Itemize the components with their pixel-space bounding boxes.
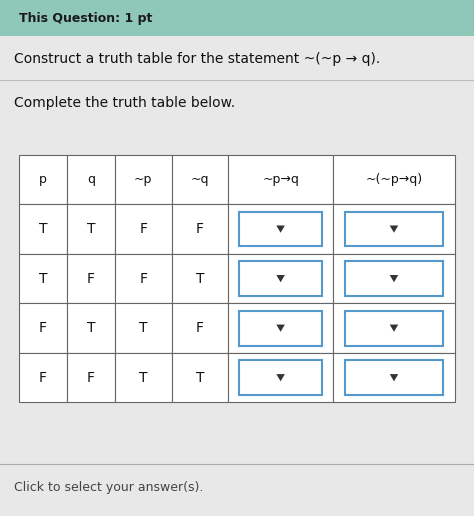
Bar xyxy=(172,155,228,204)
Bar xyxy=(19,155,67,204)
Text: T: T xyxy=(139,321,147,335)
Text: p: p xyxy=(39,173,47,186)
Bar xyxy=(345,261,443,296)
Text: F: F xyxy=(196,321,204,335)
Text: T: T xyxy=(196,271,204,286)
Text: Construct a truth table for the statement ~(~p → q).: Construct a truth table for the statemen… xyxy=(14,52,381,67)
Bar xyxy=(345,212,443,247)
Text: This Question: 1 pt: This Question: 1 pt xyxy=(19,11,152,25)
Polygon shape xyxy=(390,225,398,233)
Bar xyxy=(228,204,333,254)
Polygon shape xyxy=(276,275,285,282)
Bar xyxy=(115,303,172,353)
Text: F: F xyxy=(39,321,47,335)
Bar xyxy=(115,353,172,402)
Text: T: T xyxy=(196,370,204,385)
Bar xyxy=(333,303,455,353)
Text: q: q xyxy=(87,173,95,186)
Text: F: F xyxy=(87,271,95,286)
Bar xyxy=(228,254,333,303)
Polygon shape xyxy=(276,225,285,233)
Text: T: T xyxy=(87,321,95,335)
Bar xyxy=(67,254,115,303)
Text: ~p→q: ~p→q xyxy=(262,173,299,186)
Text: T: T xyxy=(139,370,147,385)
Bar xyxy=(333,353,455,402)
Bar xyxy=(19,254,67,303)
Bar xyxy=(239,360,322,395)
Text: T: T xyxy=(39,271,47,286)
Text: ~q: ~q xyxy=(191,173,209,186)
Bar xyxy=(172,254,228,303)
Text: ~p: ~p xyxy=(134,173,153,186)
Text: F: F xyxy=(87,370,95,385)
Polygon shape xyxy=(276,374,285,381)
Bar xyxy=(333,155,455,204)
Bar xyxy=(345,360,443,395)
Text: F: F xyxy=(196,222,204,236)
Bar xyxy=(67,303,115,353)
Text: F: F xyxy=(139,222,147,236)
Bar xyxy=(19,204,67,254)
Text: Click to select your answer(s).: Click to select your answer(s). xyxy=(14,481,204,494)
Polygon shape xyxy=(276,325,285,332)
Bar xyxy=(228,353,333,402)
Bar xyxy=(115,254,172,303)
Bar xyxy=(228,155,333,204)
Bar xyxy=(19,303,67,353)
Bar xyxy=(228,303,333,353)
Text: Complete the truth table below.: Complete the truth table below. xyxy=(14,96,236,110)
Bar xyxy=(67,155,115,204)
Polygon shape xyxy=(390,325,398,332)
Polygon shape xyxy=(390,374,398,381)
Text: F: F xyxy=(39,370,47,385)
Bar xyxy=(172,204,228,254)
Bar xyxy=(333,254,455,303)
Bar xyxy=(67,204,115,254)
Bar xyxy=(0,0,474,36)
Bar xyxy=(19,353,67,402)
Bar xyxy=(115,204,172,254)
Text: T: T xyxy=(39,222,47,236)
Bar xyxy=(239,212,322,247)
Bar xyxy=(67,353,115,402)
Text: ~(~p→q): ~(~p→q) xyxy=(365,173,422,186)
Bar xyxy=(333,204,455,254)
Polygon shape xyxy=(390,275,398,282)
Text: T: T xyxy=(87,222,95,236)
Bar xyxy=(239,261,322,296)
Bar xyxy=(172,303,228,353)
Bar xyxy=(239,311,322,346)
Bar xyxy=(172,353,228,402)
Text: F: F xyxy=(139,271,147,286)
Bar xyxy=(115,155,172,204)
Bar xyxy=(345,311,443,346)
